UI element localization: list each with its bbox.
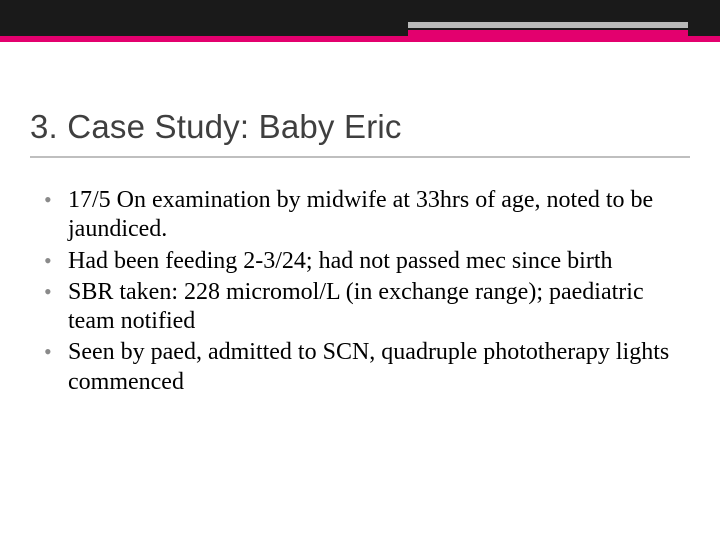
header-decoration xyxy=(0,0,720,46)
header-gray-segment xyxy=(408,22,688,28)
bullet-list: 17/5 On examination by midwife at 33hrs … xyxy=(42,186,674,397)
body-container: 17/5 On examination by midwife at 33hrs … xyxy=(42,186,674,399)
list-item: SBR taken: 228 micromol/L (in exchange r… xyxy=(42,278,674,337)
list-item: Had been feeding 2-3/24; had not passed … xyxy=(42,247,674,276)
header-magenta-rule xyxy=(0,36,720,42)
list-item: Seen by paed, admitted to SCN, quadruple… xyxy=(42,338,674,397)
title-container: 3. Case Study: Baby Eric xyxy=(30,108,690,158)
list-item: 17/5 On examination by midwife at 33hrs … xyxy=(42,186,674,245)
slide: 3. Case Study: Baby Eric 17/5 On examina… xyxy=(0,0,720,540)
slide-title: 3. Case Study: Baby Eric xyxy=(30,108,690,158)
